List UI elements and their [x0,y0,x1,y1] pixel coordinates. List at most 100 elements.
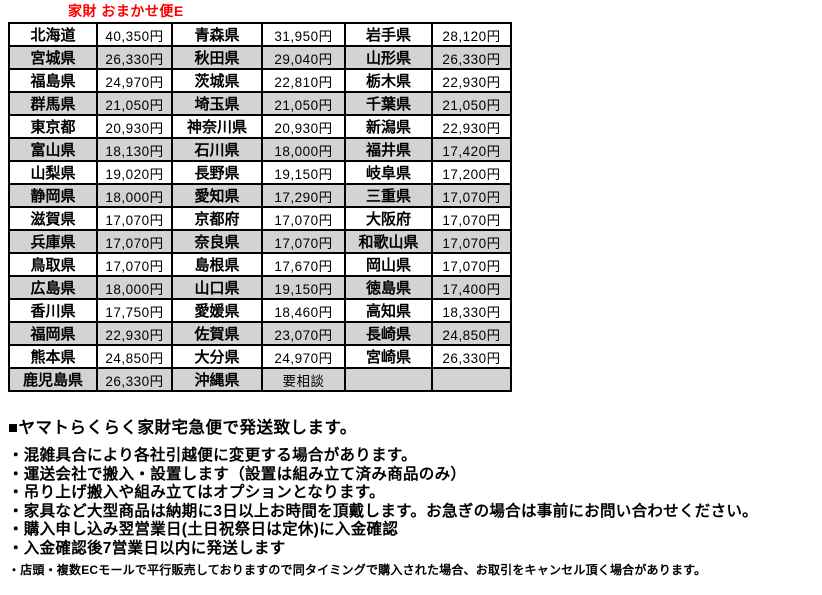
note-bullet: ・吊り上げ搬入や組み立てはオプションとなります。 [8,484,385,501]
note-bullet: ・家具など大型商品は納期に3日以上お時間を頂戴します。お急ぎの場合は事前にお問い… [8,502,758,520]
prefecture-cell: 香川県 [8,298,98,323]
table-row: 鳥取県 17,070円 島根県 17,670円 岡山県 17,070円 [8,252,512,277]
prefecture-cell: 秋田県 [171,45,263,70]
prefecture-cell: 高知県 [344,298,433,323]
notes-footnote: ・店頭・複数ECモールで平行販売しておりますので同タイミングで購入された場合、お… [8,563,707,577]
prefecture-cell: 徳島県 [344,275,433,300]
price-cell: 26,330円 [431,344,512,369]
price-cell: 17,070円 [261,206,346,231]
prefecture-cell: 埼玉県 [171,91,263,116]
price-cell: 18,000円 [96,183,173,208]
table-row: 静岡県 18,000円 愛知県 17,290円 三重県 17,070円 [8,183,512,208]
table-row: 熊本県 24,850円 大分県 24,970円 宮崎県 26,330円 [8,344,512,369]
prefecture-cell [344,367,433,392]
price-cell: 22,930円 [431,114,512,139]
prefecture-cell: 栃木県 [344,68,433,93]
price-cell: 17,070円 [96,229,173,254]
table-row: 香川県 17,750円 愛媛県 18,460円 高知県 18,330円 [8,298,512,323]
table-row: 北海道 40,350円 青森県 31,950円 岩手県 28,120円 [8,22,512,47]
price-cell: 19,150円 [261,275,346,300]
price-cell: 18,000円 [96,275,173,300]
price-cell: 21,050円 [261,91,346,116]
prefecture-cell: 山梨県 [8,160,98,185]
price-cell: 24,970円 [96,68,173,93]
table-row: 兵庫県 17,070円 奈良県 17,070円 和歌山県 17,070円 [8,229,512,254]
prefecture-cell: 福島県 [8,68,98,93]
table-row: 東京都 20,930円 神奈川県 20,930円 新潟県 22,930円 [8,114,512,139]
note-bullet: ・購入申し込み翌営業日(土日祝祭日は定休)に入金確認 [8,521,399,538]
prefecture-cell: 三重県 [344,183,433,208]
notes-list: ・混雑具合により各社引越便に変更する場合があります。 ・運送会社で搬入・設置します… [8,447,822,558]
prefecture-cell: 長野県 [171,160,263,185]
table-row: 富山県 18,130円 石川県 18,000円 福井県 17,420円 [8,137,512,162]
price-cell: 17,070円 [431,229,512,254]
price-cell: 21,050円 [431,91,512,116]
prefecture-cell: 佐賀県 [171,321,263,346]
price-cell: 20,930円 [261,114,346,139]
price-cell: 要相談 [261,367,346,392]
table-row: 宮城県 26,330円 秋田県 29,040円 山形県 26,330円 [8,45,512,70]
price-cell: 19,150円 [261,160,346,185]
prefecture-cell: 大分県 [171,344,263,369]
note-bullet: ・入金確認後7営業日以内に発送します [8,539,286,557]
price-cell: 31,950円 [261,22,346,47]
price-cell: 17,420円 [431,137,512,162]
prefecture-cell: 島根県 [171,252,263,277]
notes-heading: ■ヤマトらくらく家財宅急便で発送致します。 [8,419,357,437]
prefecture-cell: 青森県 [171,22,263,47]
prefecture-cell: 奈良県 [171,229,263,254]
price-cell: 17,070円 [261,229,346,254]
prefecture-cell: 福井県 [344,137,433,162]
price-cell: 19,020円 [96,160,173,185]
prefecture-cell: 広島県 [8,275,98,300]
price-cell: 24,970円 [261,344,346,369]
price-cell: 22,930円 [431,68,512,93]
prefecture-cell: 愛媛県 [171,298,263,323]
shipping-notes: ■ヤマトらくらく家財宅急便で発送致します。 ・混雑具合により各社引越便に変更する… [8,419,822,577]
table-row: 鹿児島県 26,330円 沖縄県 要相談 [8,367,512,392]
price-cell: 17,750円 [96,298,173,323]
price-cell: 18,130円 [96,137,173,162]
prefecture-cell: 宮城県 [8,45,98,70]
price-cell: 17,070円 [431,252,512,277]
price-cell: 26,330円 [431,45,512,70]
price-cell: 23,070円 [261,321,346,346]
price-cell: 29,040円 [261,45,346,70]
prefecture-cell: 福岡県 [8,321,98,346]
prefecture-cell: 岐阜県 [344,160,433,185]
price-cell: 17,070円 [431,183,512,208]
table-row: 群馬県 21,050円 埼玉県 21,050円 千葉県 21,050円 [8,91,512,116]
price-cell: 17,070円 [431,206,512,231]
price-cell: 28,120円 [431,22,512,47]
prefecture-cell: 熊本県 [8,344,98,369]
prefecture-cell: 群馬県 [8,91,98,116]
price-cell: 24,850円 [96,344,173,369]
prefecture-cell: 岡山県 [344,252,433,277]
prefecture-cell: 宮崎県 [344,344,433,369]
price-cell [431,367,512,392]
prefecture-cell: 兵庫県 [8,229,98,254]
prefecture-cell: 山口県 [171,275,263,300]
price-cell: 22,930円 [96,321,173,346]
prefecture-cell: 鹿児島県 [8,367,98,392]
price-cell: 20,930円 [96,114,173,139]
price-cell: 18,330円 [431,298,512,323]
prefecture-cell: 長崎県 [344,321,433,346]
prefecture-cell: 岩手県 [344,22,433,47]
table-row: 山梨県 19,020円 長野県 19,150円 岐阜県 17,200円 [8,160,512,185]
prefecture-cell: 神奈川県 [171,114,263,139]
price-cell: 18,000円 [261,137,346,162]
prefecture-cell: 山形県 [344,45,433,70]
page: 家財 おまかせ便E 北海道 40,350円 青森県 31,950円 岩手県 28,120円… [8,4,822,577]
shipping-fee-table: 北海道 40,350円 青森県 31,950円 岩手県 28,120円 宮城県 26,330円… [8,22,512,392]
price-cell: 17,670円 [261,252,346,277]
price-cell: 17,200円 [431,160,512,185]
prefecture-cell: 石川県 [171,137,263,162]
note-bullet: ・混雑具合により各社引越便に変更する場合があります。 [8,447,417,464]
table-row: 滋賀県 17,070円 京都府 17,070円 大阪府 17,070円 [8,206,512,231]
price-cell: 26,330円 [96,45,173,70]
table-row: 福島県 24,970円 茨城県 22,810円 栃木県 22,930円 [8,68,512,93]
prefecture-cell: 鳥取県 [8,252,98,277]
prefecture-cell: 愛知県 [171,183,263,208]
price-cell: 40,350円 [96,22,173,47]
